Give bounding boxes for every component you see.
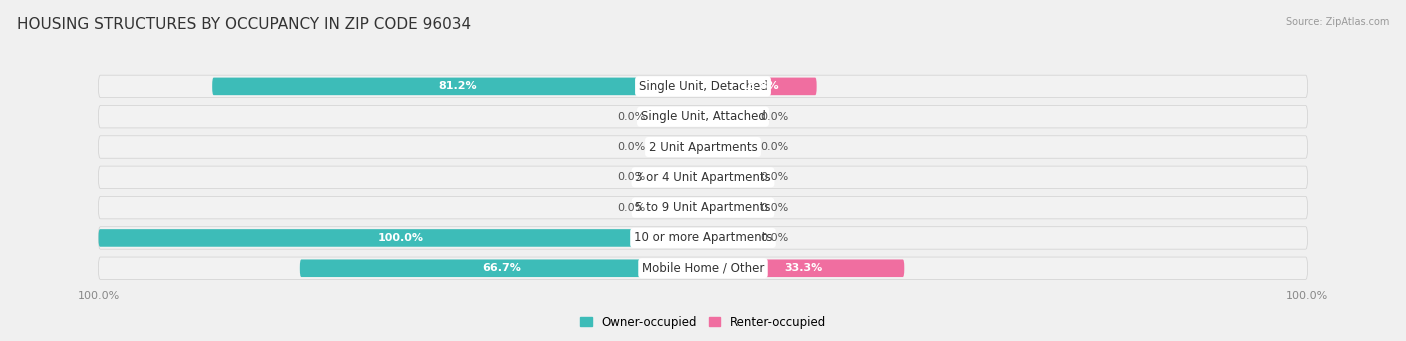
FancyBboxPatch shape [212,78,703,95]
Text: 0.0%: 0.0% [617,112,645,122]
FancyBboxPatch shape [98,229,703,247]
Text: 0.0%: 0.0% [617,203,645,213]
FancyBboxPatch shape [98,257,1308,280]
Text: 0.0%: 0.0% [617,142,645,152]
FancyBboxPatch shape [703,229,751,247]
FancyBboxPatch shape [98,105,1308,128]
FancyBboxPatch shape [655,138,703,156]
Text: 10 or more Apartments: 10 or more Apartments [634,232,772,244]
Text: 5 to 9 Unit Apartments: 5 to 9 Unit Apartments [636,201,770,214]
Text: 100.0%: 100.0% [378,233,423,243]
FancyBboxPatch shape [703,260,904,277]
Text: 33.3%: 33.3% [785,263,823,273]
FancyBboxPatch shape [98,196,1308,219]
Text: 0.0%: 0.0% [761,233,789,243]
Text: 0.0%: 0.0% [761,203,789,213]
FancyBboxPatch shape [98,136,1308,158]
Legend: Owner-occupied, Renter-occupied: Owner-occupied, Renter-occupied [579,315,827,328]
FancyBboxPatch shape [703,199,751,217]
FancyBboxPatch shape [703,108,751,125]
Text: 0.0%: 0.0% [617,172,645,182]
FancyBboxPatch shape [98,166,1308,189]
Text: 18.8%: 18.8% [741,81,779,91]
FancyBboxPatch shape [299,260,703,277]
FancyBboxPatch shape [703,168,751,186]
FancyBboxPatch shape [703,138,751,156]
Text: Single Unit, Attached: Single Unit, Attached [641,110,765,123]
FancyBboxPatch shape [655,108,703,125]
FancyBboxPatch shape [98,75,1308,98]
FancyBboxPatch shape [703,78,817,95]
Text: Mobile Home / Other: Mobile Home / Other [641,262,765,275]
Text: 81.2%: 81.2% [439,81,477,91]
Text: Source: ZipAtlas.com: Source: ZipAtlas.com [1285,17,1389,27]
Text: 2 Unit Apartments: 2 Unit Apartments [648,140,758,153]
Text: 3 or 4 Unit Apartments: 3 or 4 Unit Apartments [636,171,770,184]
FancyBboxPatch shape [655,199,703,217]
Text: 66.7%: 66.7% [482,263,520,273]
FancyBboxPatch shape [655,168,703,186]
Text: 0.0%: 0.0% [761,172,789,182]
Text: Single Unit, Detached: Single Unit, Detached [638,80,768,93]
Text: 0.0%: 0.0% [761,142,789,152]
FancyBboxPatch shape [98,227,1308,249]
Text: 0.0%: 0.0% [761,112,789,122]
Text: HOUSING STRUCTURES BY OCCUPANCY IN ZIP CODE 96034: HOUSING STRUCTURES BY OCCUPANCY IN ZIP C… [17,17,471,32]
